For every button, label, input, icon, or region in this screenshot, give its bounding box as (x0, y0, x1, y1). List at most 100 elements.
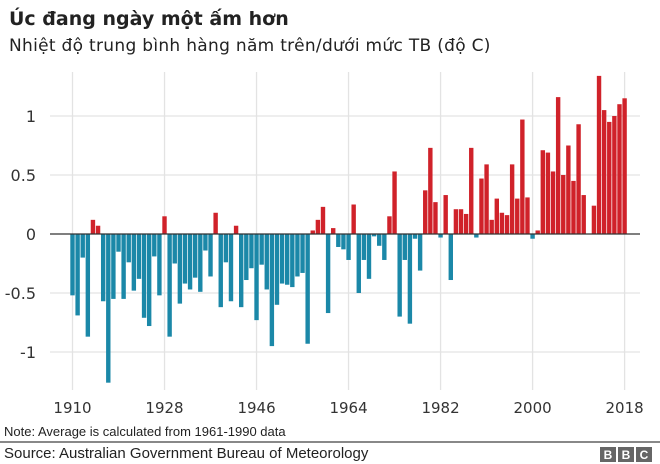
bar-1935 (198, 234, 203, 292)
bar-1950 (274, 234, 280, 305)
y-tick-label: -0.5 (5, 284, 36, 303)
bar-1978 (417, 234, 423, 271)
bar-2015 (607, 121, 612, 234)
bar-1925 (146, 234, 152, 327)
bar-1987 (463, 213, 469, 234)
x-tick-label: 2000 (513, 399, 551, 417)
bar-1955 (300, 234, 305, 273)
bar-1918 (111, 234, 116, 299)
bar-1934 (192, 234, 198, 278)
bar-1911 (75, 234, 80, 316)
bar-1991 (484, 164, 489, 234)
bar-1914 (90, 219, 96, 234)
bar-1921 (126, 234, 131, 263)
bar-1930 (172, 234, 177, 264)
bar-1917 (106, 234, 111, 383)
x-tick-label: 1910 (53, 399, 91, 417)
bar-1966 (356, 234, 361, 293)
bar-1997 (515, 198, 520, 234)
bar-1910 (70, 234, 75, 296)
bar-1922 (131, 234, 137, 291)
bar-1993 (494, 198, 499, 234)
bar-1954 (295, 234, 300, 277)
bar-1951 (279, 234, 285, 284)
bar-2016 (612, 116, 617, 234)
bar-2012 (591, 205, 597, 234)
bar-1985 (453, 209, 459, 234)
bar-1961 (331, 228, 336, 234)
footer-divider (0, 441, 660, 443)
bar-1973 (392, 171, 397, 234)
bar-1994 (499, 212, 505, 234)
bar-1948 (264, 234, 269, 290)
bar-1956 (305, 234, 310, 344)
y-tick-label: 0 (26, 225, 36, 244)
bar-1945 (249, 234, 254, 269)
bar-1967 (361, 234, 367, 260)
x-tick-label: 1982 (421, 399, 459, 417)
bar-1933 (187, 234, 193, 290)
y-tick-label: 1 (26, 107, 36, 126)
bar-2001 (535, 230, 540, 234)
bar-1964 (346, 234, 351, 260)
bar-1975 (402, 234, 407, 260)
bar-1923 (136, 234, 142, 279)
bar-2002 (540, 150, 546, 234)
bar-1949 (269, 234, 275, 347)
bar-1958 (315, 219, 321, 234)
bbc-logo-letter: B (618, 447, 634, 462)
bar-1915 (95, 225, 101, 234)
bar-1926 (152, 234, 157, 257)
bar-1937 (208, 234, 213, 277)
bar-1974 (397, 234, 402, 317)
bar-2018 (622, 98, 627, 234)
bar-1953 (290, 234, 295, 288)
bar-1946 (254, 234, 259, 321)
x-tick-label: 2018 (606, 399, 644, 417)
footnote: Note: Average is calculated from 1961-19… (4, 424, 286, 439)
bar-1944 (244, 234, 249, 281)
bar-1960 (325, 234, 331, 314)
x-tick-label: 1946 (237, 399, 275, 417)
bar-1940 (223, 234, 229, 263)
bar-1952 (285, 234, 290, 285)
bar-1968 (366, 234, 372, 279)
bar-1924 (141, 234, 147, 318)
bbc-logo: B B C (600, 447, 652, 462)
bar-2003 (545, 152, 551, 234)
bar-1970 (377, 234, 382, 246)
bar-1938 (213, 212, 218, 234)
bar-1962 (336, 234, 341, 247)
bar-2009 (576, 124, 581, 234)
bar-1919 (116, 234, 121, 252)
bar-1972 (387, 216, 392, 234)
bar-1980 (428, 147, 433, 234)
bar-1983 (443, 195, 448, 234)
x-tick-label: 1964 (329, 399, 367, 417)
y-tick-label: -1 (20, 343, 36, 362)
chart-subtitle: Nhiệt độ trung bình hàng năm trên/dưới m… (9, 36, 491, 56)
bar-1941 (228, 234, 234, 302)
bbc-logo-letter: B (600, 447, 616, 462)
bbc-logo-letter: C (636, 447, 652, 462)
bar-2000 (530, 234, 535, 239)
bar-1977 (412, 234, 418, 239)
bar-1959 (320, 206, 326, 234)
bar-2017 (617, 104, 622, 234)
bar-1916 (100, 234, 106, 302)
bar-1942 (233, 225, 239, 234)
bar-1988 (469, 147, 474, 234)
bar-1929 (167, 234, 172, 337)
bar-1939 (218, 234, 223, 308)
bar-chart: 1 0.5 0 -0.5 -1 1910 1928 1946 1964 1982 2000 2018 (5, 72, 644, 417)
bar-1936 (203, 234, 208, 251)
source-text: Source: Australian Government Bureau of … (4, 445, 369, 462)
bar-2013 (596, 75, 602, 234)
bar-1927 (157, 234, 162, 296)
bar-1932 (182, 234, 188, 284)
bar-1913 (85, 234, 91, 337)
bar-2010 (581, 195, 586, 234)
bar-1999 (525, 197, 530, 234)
bar-2006 (561, 175, 566, 234)
